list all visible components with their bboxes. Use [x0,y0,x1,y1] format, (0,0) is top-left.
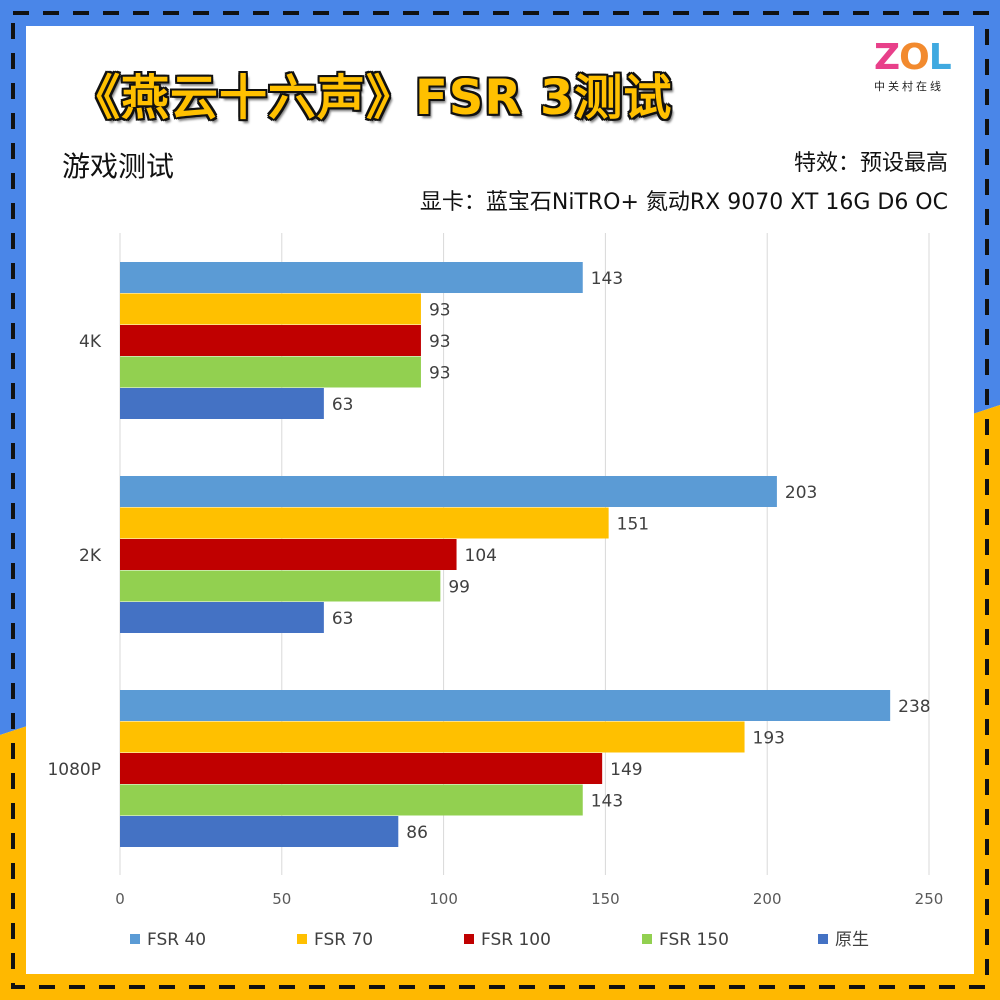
bar [120,476,777,507]
bar [120,690,891,721]
x-tick-label: 50 [272,890,291,908]
data-label: 93 [429,300,451,320]
frame-dash-line [11,11,989,989]
legend-swatch [297,934,307,944]
legend-label: 原生 [835,930,869,950]
data-label: 143 [591,269,623,289]
bar [120,602,324,633]
bar [120,507,609,539]
zol-logo-text: ZOL [874,37,952,78]
bar [120,753,603,784]
data-label: 86 [406,823,428,843]
gpu-label: 显卡：蓝宝石NiTRO+ 氮动RX 9070 XT 16G D6 OC [419,190,948,215]
x-tick-label: 0 [115,890,125,908]
bar [120,539,457,570]
x-tick-label: 100 [429,890,458,908]
legend-swatch [642,934,652,944]
category-label: 2K [79,546,102,566]
legend-swatch [130,934,140,944]
legend-label: FSR 100 [481,930,551,950]
bar [120,388,324,419]
data-label: 99 [448,577,470,597]
data-label: 193 [753,728,785,748]
data-label: 149 [610,760,642,780]
legend-swatch [818,934,828,944]
zol-logo: ZOL 中关村在线 [874,40,964,96]
x-tick-label: 250 [915,890,944,908]
data-label: 93 [429,332,451,352]
x-tick-label: 150 [591,890,620,908]
bar [120,293,421,325]
legend-label: FSR 70 [314,930,373,950]
data-label: 238 [898,697,930,717]
bar [120,721,745,753]
bar [120,784,583,816]
data-label: 143 [591,791,623,811]
data-label: 151 [617,514,649,534]
settings-label: 特效：预设最高 [793,151,948,176]
legend-label: FSR 40 [147,930,206,950]
bar [120,356,421,388]
category-label: 1080P [47,760,101,780]
legend-label: FSR 150 [659,930,729,950]
category-label: 4K [79,332,102,352]
legend-swatch [464,934,474,944]
data-label: 63 [332,609,354,629]
bar [120,816,399,847]
data-label: 203 [785,483,817,503]
data-label: 93 [429,363,451,383]
bar [120,570,441,602]
chart-subtitle: 游戏测试 [62,150,175,183]
chart-title: 《燕云十六声》FSR 3测试 [72,70,673,126]
x-tick-label: 200 [753,890,782,908]
data-label: 63 [332,395,354,415]
bar [120,262,583,293]
data-label: 104 [465,546,497,566]
zol-logo-subtext: 中关村在线 [874,80,944,93]
bar [120,325,421,356]
